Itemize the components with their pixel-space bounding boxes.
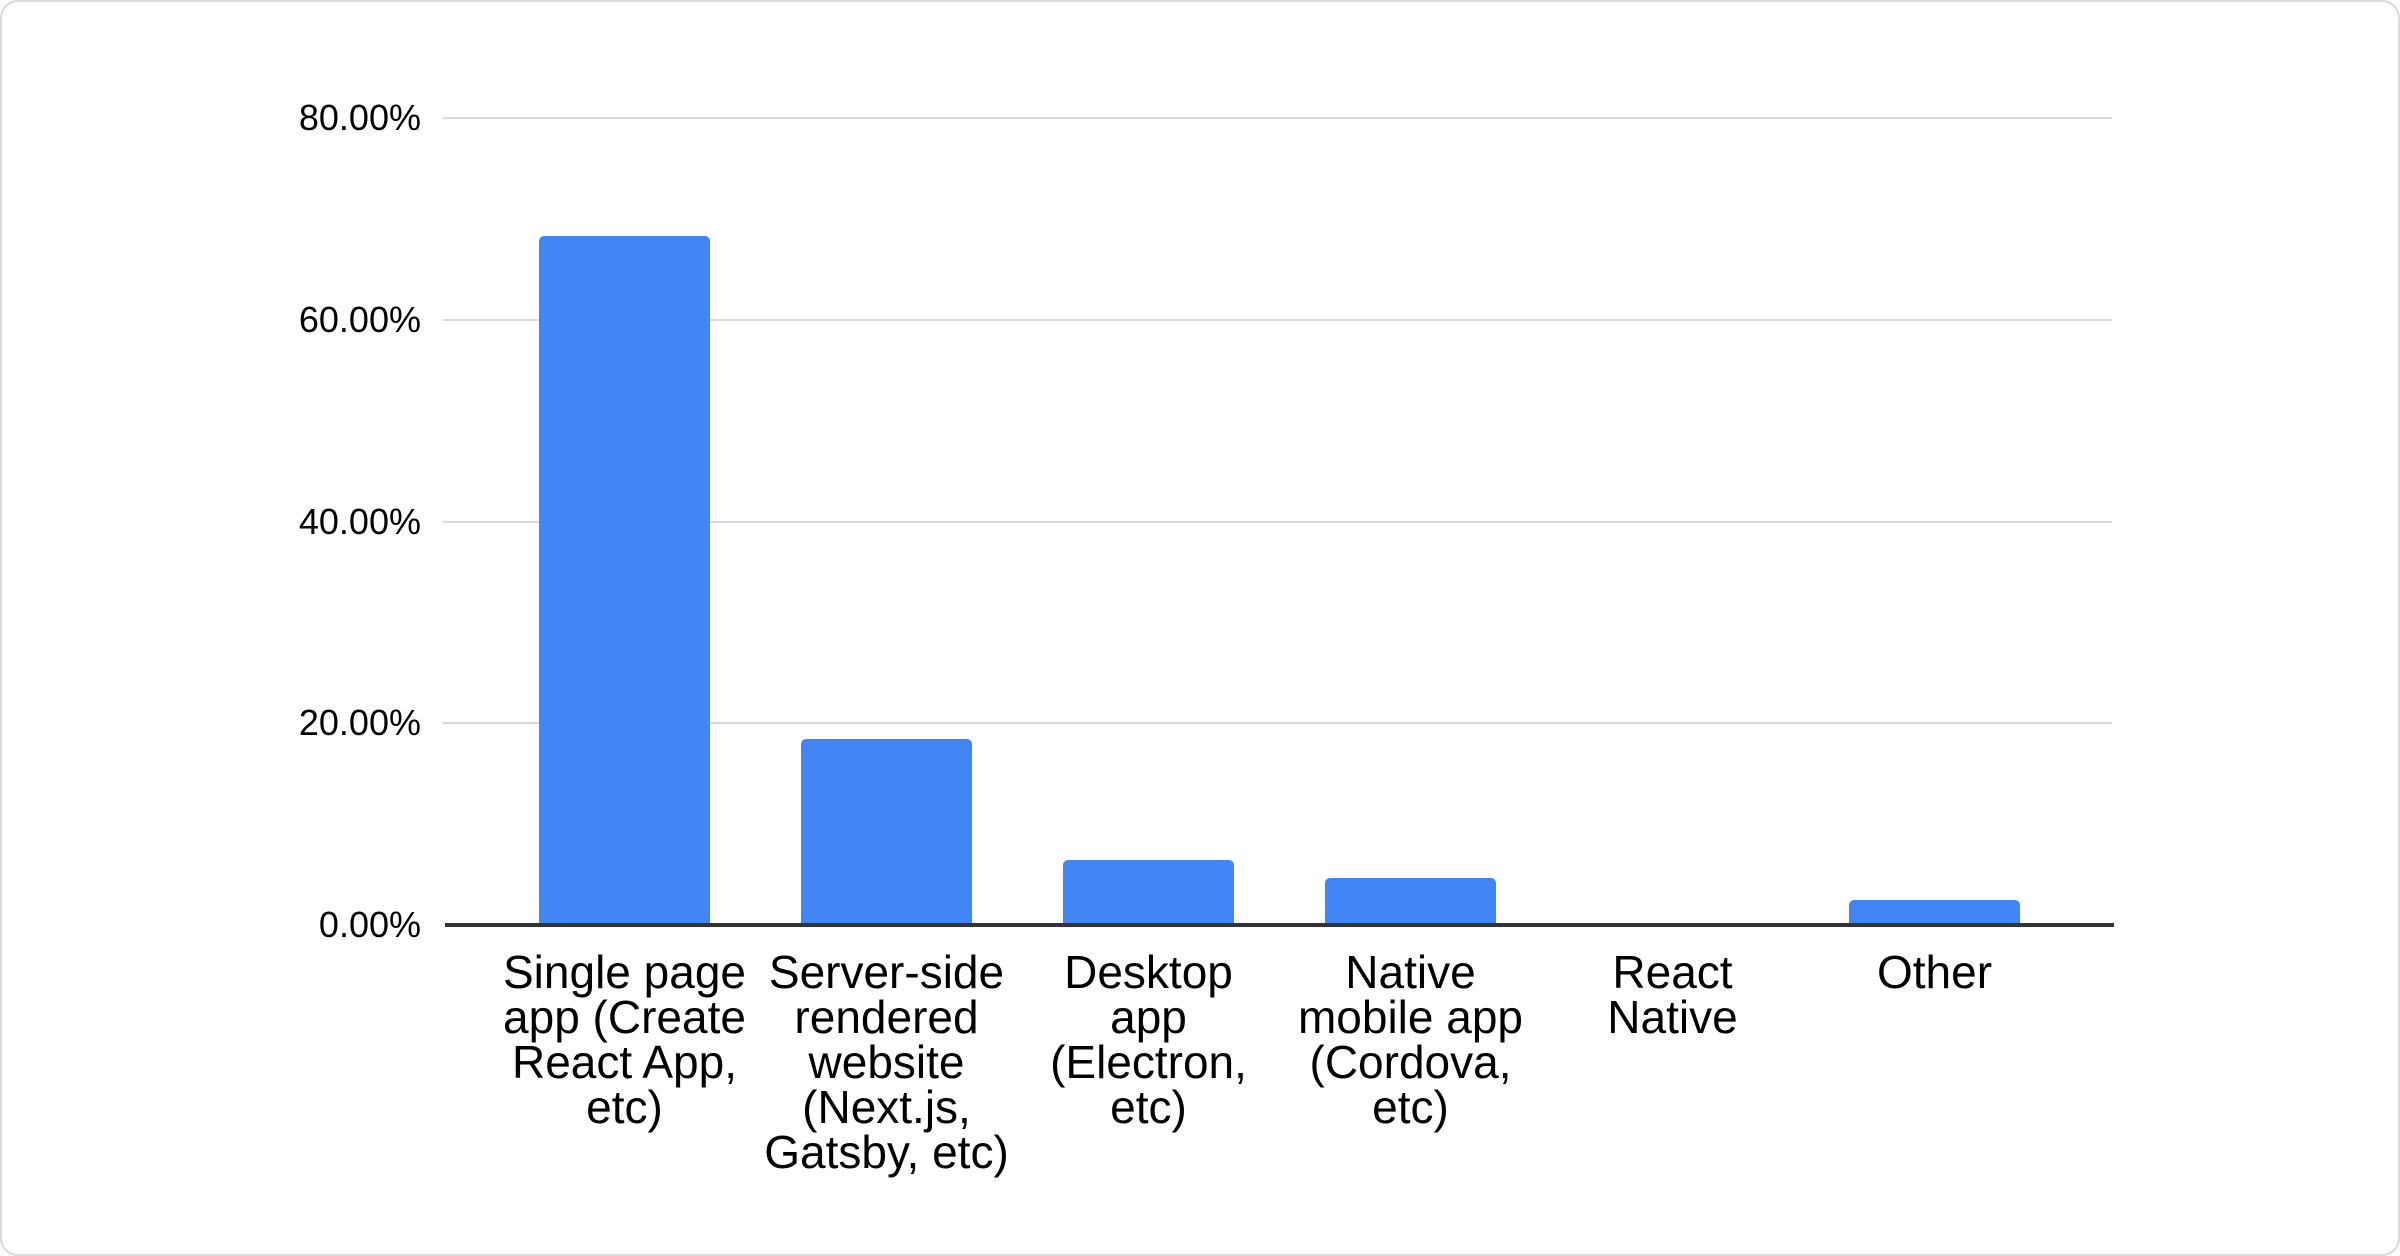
- y-tick-label-60: 60.00%: [298, 298, 421, 340]
- bar-server-side-rendered[interactable]: [801, 739, 972, 925]
- x-category-label-server-side-rendered: Server-side rendered website (Next.js, G…: [764, 946, 1009, 1178]
- x-category-label-other: Other: [1876, 946, 1993, 998]
- gridline-60: [443, 318, 2112, 321]
- x-axis-baseline: [445, 923, 2114, 927]
- x-category-label-single-page-app: Single page app (Create React App, etc): [503, 946, 746, 1133]
- bar-native-mobile-app[interactable]: [1325, 877, 1496, 925]
- gridline-80: [443, 117, 2112, 119]
- bar-desktop-app-electron[interactable]: [1063, 860, 1234, 925]
- x-category-label-desktop-app-electron: Desktop app (Electron, etc): [1050, 946, 1247, 1133]
- bar-single-page-app[interactable]: [539, 236, 710, 925]
- y-tick-label-0: 0.00%: [318, 904, 421, 945]
- gridline-40: [443, 520, 2112, 523]
- y-tick-label-20: 20.00%: [298, 702, 421, 744]
- x-category-label-native-mobile-app: Native mobile app (Cordova, etc): [1297, 946, 1524, 1133]
- gridline-20: [443, 722, 2112, 725]
- x-category-label-react-native: React Native: [1607, 946, 1738, 1043]
- bar-other[interactable]: [1849, 899, 2020, 925]
- y-tick-label-80: 80.00%: [298, 97, 421, 138]
- y-tick-label-40: 40.00%: [298, 500, 421, 542]
